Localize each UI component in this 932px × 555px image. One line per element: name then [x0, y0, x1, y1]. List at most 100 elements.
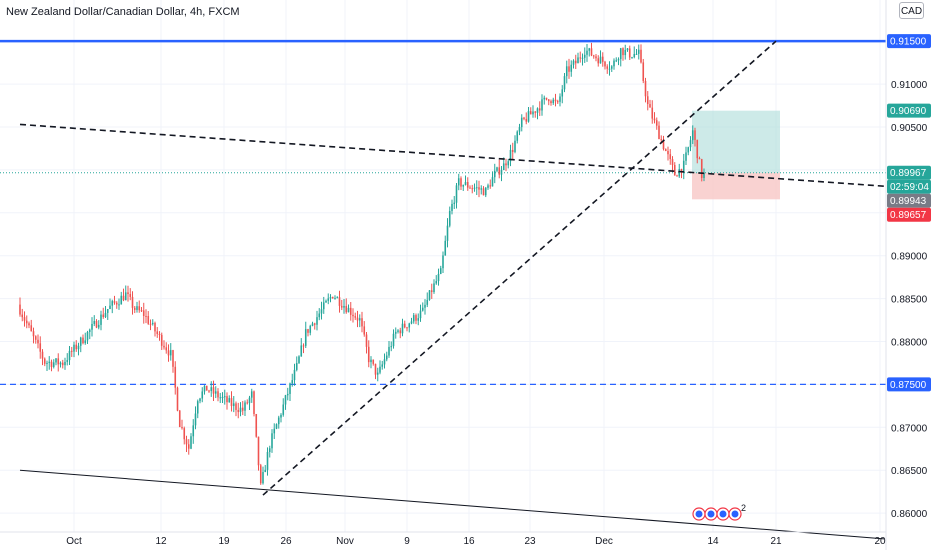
- candle-body: [700, 159, 703, 178]
- candle-body: [223, 396, 226, 398]
- candle-body: [354, 316, 357, 318]
- candle-body: [232, 403, 235, 407]
- candle-body: [667, 150, 669, 155]
- candle-body: [442, 255, 444, 269]
- trendlines[interactable]: [19, 40, 885, 540]
- currency-badge[interactable]: CAD: [899, 2, 924, 19]
- candle-body: [196, 401, 199, 414]
- candle-body: [448, 210, 451, 226]
- resistance-price-tag: 0.91500: [890, 37, 927, 48]
- candle-body: [349, 307, 352, 315]
- candle-body: [331, 297, 334, 299]
- candle-body: [626, 48, 629, 51]
- candle-body: [556, 101, 559, 103]
- candle-body: [46, 362, 48, 364]
- event-markers[interactable]: 2: [692, 503, 746, 521]
- candle-body: [106, 309, 109, 313]
- candle-body: [235, 403, 237, 410]
- x-tick-label: 9: [404, 536, 410, 547]
- candle-body: [574, 60, 577, 64]
- event-flag-dot: [719, 510, 727, 518]
- candle-body: [545, 97, 548, 100]
- candle-body: [340, 305, 343, 308]
- candle-body: [136, 306, 138, 310]
- candle-body: [199, 398, 201, 402]
- candle-body: [118, 304, 120, 306]
- candle-body: [376, 372, 379, 375]
- event-flag-dot: [731, 510, 739, 518]
- candle-body: [259, 465, 262, 484]
- candle-body: [262, 472, 264, 484]
- candle-body: [426, 299, 429, 305]
- candle-body: [34, 336, 37, 340]
- candle-body: [617, 59, 620, 61]
- candle-body: [622, 48, 624, 56]
- candle-body: [208, 390, 210, 392]
- x-tick-label: Dec: [595, 536, 613, 547]
- candle-body: [370, 359, 372, 363]
- candle-body: [624, 50, 627, 56]
- candle-body: [194, 413, 197, 426]
- candle-body: [480, 188, 483, 190]
- candle-body: [469, 187, 471, 189]
- candle-body: [673, 165, 676, 176]
- candle-body: [358, 318, 361, 321]
- candle-body: [172, 350, 174, 367]
- bid-price-tag: 0.89943: [890, 196, 927, 207]
- candle-body: [550, 101, 552, 104]
- candle-body: [439, 268, 442, 274]
- event-flag-icon[interactable]: [704, 507, 718, 521]
- candle-body: [421, 307, 424, 311]
- candle-body: [271, 433, 273, 449]
- candle-body: [255, 413, 258, 437]
- candle-body: [433, 283, 435, 292]
- candle-body: [655, 120, 658, 126]
- event-flag-icon[interactable]: [692, 507, 706, 521]
- candle-body: [43, 358, 46, 364]
- candle-body: [131, 296, 134, 308]
- candle-body: [491, 177, 494, 187]
- event-flag-icon[interactable]: [728, 507, 742, 521]
- candle-body: [462, 184, 465, 187]
- candle-body: [633, 53, 636, 58]
- event-flag-icon[interactable]: [716, 507, 730, 521]
- candle-body: [658, 125, 660, 140]
- candle-body: [167, 350, 170, 356]
- position-zones[interactable]: [692, 110, 780, 200]
- candle-body: [478, 187, 480, 190]
- support-price-tag-bg: [887, 377, 931, 392]
- candle-body: [676, 175, 678, 177]
- candle-body: [275, 424, 278, 429]
- candle-body: [518, 127, 521, 132]
- candle-body: [190, 436, 192, 449]
- candle-body: [511, 149, 514, 152]
- candle-body: [169, 350, 172, 356]
- candle-body: [113, 301, 116, 303]
- target-price-tag: 0.90690: [890, 106, 927, 117]
- candle-body: [457, 178, 460, 186]
- candle-body: [532, 111, 534, 115]
- candle-body: [606, 66, 609, 69]
- candle-body: [588, 48, 591, 51]
- candle-body: [696, 139, 699, 159]
- candle-body: [291, 380, 294, 384]
- candle-body: [694, 130, 696, 140]
- candle-body: [489, 185, 492, 187]
- candle-body: [239, 407, 242, 413]
- candle-body: [374, 363, 377, 375]
- price-labels: 0.91500 0.87500 0.90690 0.89967 02:59:04 0.89…: [887, 34, 931, 392]
- candle-body: [534, 111, 537, 113]
- horizontal-levels[interactable]: [0, 39, 886, 386]
- candle-body: [595, 56, 597, 59]
- candle-body: [178, 410, 181, 428]
- candle-body: [248, 397, 251, 404]
- y-tick-label: 0.91000: [891, 80, 928, 91]
- candle-body: [221, 396, 224, 398]
- candle-body: [415, 315, 417, 321]
- candle-body: [55, 358, 57, 363]
- candle-body: [523, 117, 525, 119]
- candle-body: [685, 152, 687, 161]
